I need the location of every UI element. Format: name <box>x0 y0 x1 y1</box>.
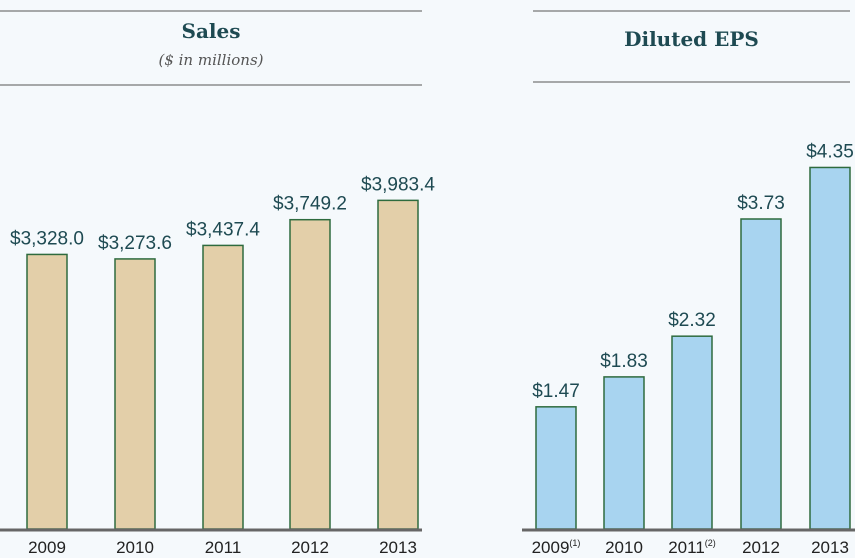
x-tick-label: 2009 <box>28 538 66 557</box>
bar <box>809 166 851 530</box>
category: 2009 <box>28 538 66 557</box>
x-tick-label: 2011(2) <box>668 538 716 557</box>
value-label: $2.32 <box>668 310 716 331</box>
value-label: $3,749.2 <box>273 194 347 215</box>
bar <box>114 258 156 530</box>
value-label: $3.73 <box>737 193 785 214</box>
x-tick-label: 2010 <box>605 538 643 557</box>
value-label: $3,328.0 <box>10 228 84 249</box>
bar <box>289 218 331 530</box>
bar <box>740 218 782 530</box>
bar <box>377 199 419 530</box>
category: 2012 <box>291 538 329 557</box>
value-label: $1.83 <box>600 351 648 372</box>
bar <box>603 376 645 530</box>
value-label: $4.35 <box>806 141 854 162</box>
x-tick-label: 2012 <box>291 538 329 557</box>
value-label: $1.47 <box>532 381 580 402</box>
x-tick-label: 2012 <box>742 538 780 557</box>
category: 2011 <box>668 538 705 557</box>
x-tick-label: 2011 <box>205 538 242 557</box>
bar <box>671 335 713 530</box>
footnote-mark: (1) <box>569 538 580 548</box>
category: 2013 <box>811 538 849 557</box>
bar <box>26 253 68 530</box>
bar <box>202 244 244 530</box>
x-tick-label: 2013 <box>811 538 849 557</box>
value-label: $3,983.4 <box>361 174 435 195</box>
footnote-mark: (2) <box>705 538 716 548</box>
x-tick-label: 2010 <box>116 538 154 557</box>
value-label: $3,437.4 <box>186 219 260 240</box>
category: 2010 <box>116 538 154 557</box>
category: 2010 <box>605 538 643 557</box>
bar <box>535 406 577 530</box>
x-tick-label: 2009(1) <box>532 538 581 557</box>
category: 2012 <box>742 538 780 557</box>
category: 2011 <box>205 538 242 557</box>
category: 2013 <box>379 538 417 557</box>
x-tick-label: 2013 <box>379 538 417 557</box>
category: 2009 <box>532 538 570 557</box>
value-label: $3,273.6 <box>98 233 172 254</box>
chart-title: Diluted EPS <box>624 27 759 51</box>
chart-title: Sales <box>182 19 241 43</box>
chart-subtitle: ($ in millions) <box>158 51 263 69</box>
